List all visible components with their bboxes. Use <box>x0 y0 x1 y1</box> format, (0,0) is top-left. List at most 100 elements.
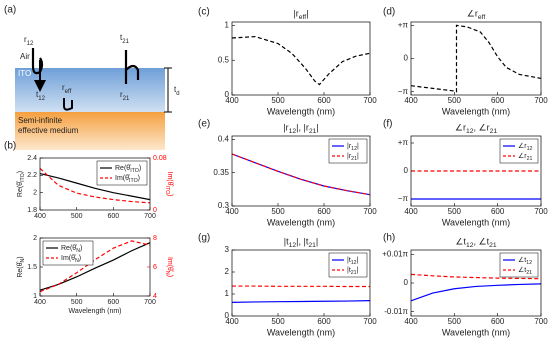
x-tick-label: 400 <box>34 213 46 220</box>
legend-label: ∠r12 <box>518 142 533 153</box>
chart-title: ∠t12, ∠t21 <box>455 236 496 249</box>
chart: |r12|, |r21| 400 500 600 700 0.3 0.35 0.4 Wavele… <box>213 122 377 227</box>
y-tick-label: 2 <box>33 190 37 197</box>
data-line <box>231 35 371 86</box>
data-line <box>39 173 151 201</box>
y2-tick-label: 8 <box>153 235 157 242</box>
coef-label: r12 <box>24 35 34 46</box>
layer-label: Semi-infinite <box>18 116 63 125</box>
y-tick-label: 0.4 <box>218 134 230 143</box>
x-tick-label: 700 <box>534 207 548 216</box>
legend: ∠t12∠t21 <box>499 252 539 278</box>
y-tick-label: 2 <box>225 267 230 276</box>
coef-label: t12 <box>36 90 46 101</box>
legend-label: Re(θ̂N) <box>61 245 82 255</box>
legend-label: Im(θ̂ITO) <box>115 175 140 185</box>
medium-layer <box>15 112 165 150</box>
layer-label: ITO <box>18 69 31 78</box>
panel-label: (h) <box>383 233 395 244</box>
x-tick-label: 700 <box>144 299 156 306</box>
x-tick-label: 500 <box>71 213 83 220</box>
x-tick-label: 400 <box>225 317 239 326</box>
data-line <box>39 167 151 204</box>
x-axis-label: Wavelength (nm) <box>68 308 121 315</box>
plot-frame <box>39 157 151 211</box>
x-tick-label: 700 <box>534 96 548 105</box>
legend: |t12||t21| <box>328 252 368 278</box>
chart-title: |r12|, |r21| <box>283 122 318 135</box>
y-tick-label: 2 <box>33 235 37 242</box>
y-tick-label: 0 <box>404 166 409 175</box>
chart-title: ∠reff <box>467 8 486 21</box>
legend-label: Im(θ̂N) <box>61 255 81 265</box>
coef-label: r21 <box>120 90 130 101</box>
y-tick-label: 0 <box>404 278 409 287</box>
x-axis-label: Wavelength (nm) <box>442 106 510 116</box>
legend: Re(θ̂N)Im(θ̂N) <box>42 240 94 266</box>
x-tick-label: 600 <box>491 207 505 216</box>
panel-label: (c) <box>198 7 210 18</box>
legend-label: ∠r21 <box>518 152 533 163</box>
data-line <box>231 153 371 196</box>
y-tick-label: 2.4 <box>27 155 37 162</box>
panel-label: (a) <box>4 5 16 16</box>
chart: ∠reff 400 500 600 700 −π 0 +π Wavelength (nm) <box>398 8 548 116</box>
x-tick-label: 500 <box>271 207 285 216</box>
y-tick-label: +0.01π <box>382 249 408 258</box>
t21-arrow <box>124 50 140 84</box>
y-tick-label: 0 <box>404 54 409 63</box>
data-line <box>231 300 371 303</box>
data-line <box>410 283 542 302</box>
x-tick-label: 700 <box>534 317 548 326</box>
y2-axis-label: Im(θ̂ITO) <box>164 172 174 197</box>
y-tick-label: +π <box>398 138 409 147</box>
plot-frame <box>231 249 371 317</box>
y-tick-label: 2.2 <box>27 172 37 179</box>
x-tick-label: 700 <box>144 213 156 220</box>
chart: ∠r12, ∠r21 400 500 600 700 −π 0 +π Wavelength (n… <box>398 122 548 227</box>
plot-frame <box>410 249 542 317</box>
x-tick-label: 400 <box>404 317 418 326</box>
x-tick-label: 600 <box>317 96 331 105</box>
legend: |r12||r21| <box>328 138 368 164</box>
y-tick-label: +π <box>398 20 409 29</box>
x-axis-label: Wavelength (nm) <box>267 217 335 227</box>
x-tick-label: 700 <box>363 96 377 105</box>
x-tick-label: 600 <box>491 317 505 326</box>
panel-label: (d) <box>383 7 395 18</box>
x-tick-label: 500 <box>448 207 462 216</box>
y-axis-label: Re(θ̂ITO) <box>17 171 27 197</box>
x-tick-label: 600 <box>107 299 119 306</box>
panel-label: (b) <box>4 141 16 152</box>
y-tick-label: 0.5 <box>218 55 230 64</box>
y-tick-label: 0 <box>225 90 230 99</box>
plot-frame <box>410 135 542 207</box>
y-tick-label: -0.01π <box>384 307 408 316</box>
y2-tick-label: 6 <box>153 264 157 271</box>
y2-tick-label: 0.08 <box>153 155 167 162</box>
chart-title: |reff| <box>293 8 308 21</box>
x-tick-label: 700 <box>363 317 377 326</box>
x-tick-label: 500 <box>71 299 83 306</box>
legend-box <box>328 138 368 164</box>
y-tick-label: 1 <box>225 21 230 30</box>
plot-frame <box>410 21 542 96</box>
legend-box <box>328 252 368 278</box>
chart: |t12|, |t21| 400 500 600 700 0 1 2 3 Wavelength (… <box>225 236 378 337</box>
panel-label: (f) <box>383 119 392 130</box>
x-tick-label: 700 <box>363 207 377 216</box>
x-tick-label: 500 <box>448 317 462 326</box>
legend-box <box>499 138 539 164</box>
chart-title: ∠r12, ∠r21 <box>455 122 497 135</box>
y-tick-label: 1.5 <box>27 264 37 271</box>
x-axis-label: Wavelength (nm) <box>442 327 510 337</box>
legend-box <box>42 240 94 266</box>
y2-tick-label: 4 <box>153 293 157 300</box>
panel-label: (e) <box>198 119 210 130</box>
coef-label: reff <box>62 83 72 94</box>
x-tick-label: 600 <box>317 207 331 216</box>
y-tick-label: 1.8 <box>27 207 37 214</box>
y-tick-label: −π <box>398 87 409 96</box>
